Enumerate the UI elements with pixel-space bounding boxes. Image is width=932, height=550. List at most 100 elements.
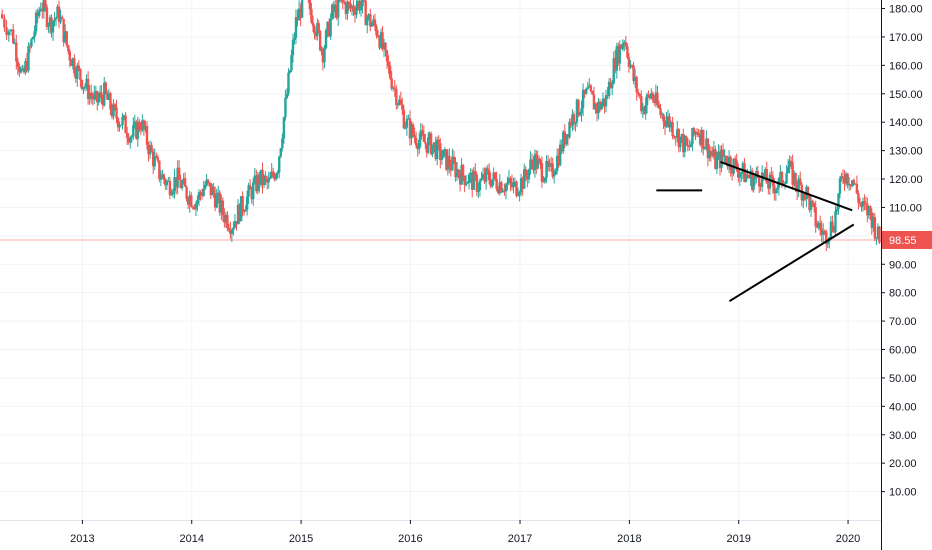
candle-body xyxy=(74,73,77,79)
candle-body xyxy=(217,192,220,196)
candle-body xyxy=(779,171,782,179)
candle-body xyxy=(806,186,810,195)
y-axis[interactable]: 180.00 170.00 160.00 150.00 140.00 130.00 120.… xyxy=(881,4,923,499)
candle-body xyxy=(125,133,129,138)
candle-body xyxy=(542,181,545,183)
candle-body xyxy=(568,121,571,138)
candle-body xyxy=(581,89,585,109)
candle-body xyxy=(436,139,439,160)
candle-body xyxy=(15,42,18,62)
candle-body xyxy=(209,183,212,196)
candle-body xyxy=(442,149,445,158)
candle-body xyxy=(752,179,755,190)
candle-body xyxy=(221,200,225,216)
candle-body xyxy=(727,156,731,167)
candle-body xyxy=(647,94,650,96)
candle-body xyxy=(548,163,551,167)
candle-body xyxy=(107,93,111,100)
candle-body xyxy=(794,173,797,187)
candle-body xyxy=(313,26,316,35)
candle-body xyxy=(815,226,819,228)
candle-body xyxy=(723,155,726,157)
candle-body xyxy=(785,173,788,184)
candle-body xyxy=(155,156,158,158)
candle-body xyxy=(255,175,258,192)
candle-body xyxy=(545,160,548,178)
candle-body xyxy=(133,121,137,126)
y-tick-label: 40.00 xyxy=(889,401,917,413)
candle-body xyxy=(565,134,568,145)
candle-body xyxy=(388,66,392,79)
candle-body xyxy=(643,107,646,114)
candle-body xyxy=(480,178,483,181)
candle-body xyxy=(632,65,635,81)
candle-body xyxy=(558,144,562,166)
x-tick-label: 2017 xyxy=(508,533,532,545)
candle-body xyxy=(208,182,211,184)
candle-body xyxy=(589,85,593,91)
candle-body xyxy=(753,175,757,180)
candle-body xyxy=(327,21,331,37)
candle-body xyxy=(405,119,409,128)
candle-body xyxy=(239,196,243,222)
y-tick-label: 140.00 xyxy=(889,117,923,129)
candle-body xyxy=(224,214,228,223)
candle-body xyxy=(375,26,378,36)
candle-body xyxy=(527,169,531,180)
candle-body xyxy=(80,79,84,90)
candle-body xyxy=(44,0,47,8)
candle-body xyxy=(829,221,833,238)
candle-body xyxy=(641,107,645,112)
candle-body xyxy=(768,174,772,189)
candle-body xyxy=(167,181,170,183)
candle-body xyxy=(603,98,606,107)
candle-body xyxy=(703,147,707,150)
candle-body xyxy=(515,181,518,196)
candle-body xyxy=(434,142,437,160)
candle-body xyxy=(287,72,290,94)
x-tick-label: 2019 xyxy=(726,533,750,545)
candle-body xyxy=(730,169,734,174)
candle-body xyxy=(650,93,653,99)
candle-body xyxy=(660,114,664,116)
candle-body xyxy=(562,131,565,152)
candle-body xyxy=(410,124,413,139)
candle-body xyxy=(466,182,469,184)
candle-body xyxy=(471,172,474,190)
candle-body xyxy=(598,101,602,110)
candle-body xyxy=(580,108,583,114)
candle-body xyxy=(311,22,315,27)
candle-body xyxy=(7,31,10,36)
candle-body xyxy=(682,134,685,153)
candle-body xyxy=(663,121,667,127)
candle-body xyxy=(715,156,719,169)
candle-body xyxy=(326,21,329,31)
candle-body xyxy=(669,122,673,128)
candle-body xyxy=(176,167,179,188)
candle-body xyxy=(59,16,62,23)
candle-body xyxy=(492,172,495,180)
candle-body xyxy=(119,124,123,126)
candle-body xyxy=(265,178,269,183)
candle-body xyxy=(94,91,98,94)
candle-body xyxy=(334,4,337,13)
candle-body xyxy=(609,81,612,89)
candle-body xyxy=(475,174,479,192)
x-axis[interactable]: 2013 2014 2015 2016 2017 2018 2019 2020 xyxy=(70,520,860,545)
candle-body xyxy=(677,129,680,148)
candle-body xyxy=(16,61,20,67)
candle-body xyxy=(67,45,70,52)
candle-body xyxy=(282,117,286,139)
candle-body xyxy=(841,176,845,179)
candle-body xyxy=(662,114,665,122)
candle-body xyxy=(179,179,182,189)
candle-body xyxy=(700,129,703,145)
x-tick-label: 2018 xyxy=(617,533,641,545)
candle-body xyxy=(373,19,377,27)
candle-body xyxy=(64,31,67,43)
candle-body xyxy=(818,222,822,229)
candle-body xyxy=(230,230,234,234)
candle-body xyxy=(168,181,172,196)
